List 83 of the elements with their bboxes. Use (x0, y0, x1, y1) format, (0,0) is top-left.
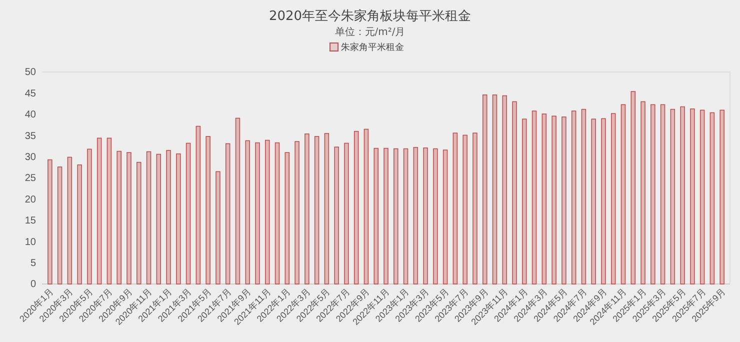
y-tick-label: 25 (24, 173, 36, 184)
bar (304, 134, 310, 284)
chart-title: 2020年至今朱家角板块每平米租金 (268, 8, 472, 24)
bar (146, 151, 152, 284)
bar (630, 91, 636, 284)
bar (57, 166, 62, 284)
bar (245, 140, 250, 284)
bar (216, 171, 220, 284)
bar (610, 113, 616, 284)
bar (700, 110, 705, 284)
bar (294, 141, 300, 284)
bar (581, 108, 586, 284)
bar (542, 114, 547, 284)
bar (522, 118, 527, 284)
bar (87, 148, 92, 284)
bar (502, 95, 507, 284)
bar (720, 110, 724, 284)
bar (255, 142, 260, 284)
bar (106, 138, 112, 284)
bar (442, 150, 448, 284)
bar (354, 130, 359, 284)
bar (156, 154, 162, 284)
bar (334, 146, 339, 284)
bar (186, 142, 191, 284)
bar (136, 162, 142, 284)
bar (344, 142, 349, 284)
bar (394, 148, 398, 284)
bar (384, 148, 388, 284)
bar (710, 112, 715, 284)
bar (423, 147, 428, 284)
bar (284, 152, 290, 284)
y-tick-label: 10 (24, 236, 36, 248)
y-tick-label: 50 (24, 67, 36, 78)
bar (452, 132, 458, 284)
bar (176, 153, 181, 284)
bar (196, 126, 201, 284)
bar (166, 150, 171, 284)
bar (552, 116, 556, 284)
y-tick-label: 5 (30, 258, 36, 269)
bar (67, 156, 72, 284)
bar (126, 152, 132, 284)
bar (472, 132, 478, 284)
bar (96, 138, 102, 284)
chart-subtitle: 单位：元/m²/月 (334, 26, 406, 38)
bar (235, 118, 240, 284)
y-tick-label: 0 (30, 279, 36, 290)
bar (225, 143, 230, 284)
bar (413, 147, 418, 284)
bar (48, 159, 52, 284)
bar (601, 118, 606, 284)
bar (403, 148, 408, 284)
bar (433, 148, 438, 284)
bar (374, 148, 378, 284)
bar (680, 106, 685, 284)
y-tick-label: 20 (24, 194, 36, 206)
bar (492, 94, 498, 284)
legend-label: 朱家角平米租金 (341, 42, 404, 53)
bar (571, 110, 576, 284)
bar (532, 110, 537, 284)
y-tick-label: 30 (24, 152, 36, 163)
bar (462, 134, 468, 284)
bar (512, 101, 517, 284)
y-tick-label: 15 (24, 216, 36, 227)
bar (670, 108, 676, 284)
bar (482, 94, 488, 284)
y-tick-label: 40 (24, 110, 36, 121)
bar (591, 118, 596, 284)
y-tick-label: 35 (24, 130, 36, 142)
bar (274, 142, 280, 284)
bar (650, 104, 656, 284)
bar (690, 108, 695, 284)
bar (265, 140, 270, 284)
bar (314, 136, 320, 284)
bar (364, 128, 369, 284)
bar (562, 116, 566, 284)
bar (206, 136, 210, 284)
bar (640, 101, 646, 284)
bar (324, 133, 330, 284)
bar (77, 164, 82, 284)
bar (620, 104, 626, 284)
y-tick-label: 45 (24, 88, 36, 100)
bar (660, 104, 666, 284)
bar (116, 150, 122, 284)
